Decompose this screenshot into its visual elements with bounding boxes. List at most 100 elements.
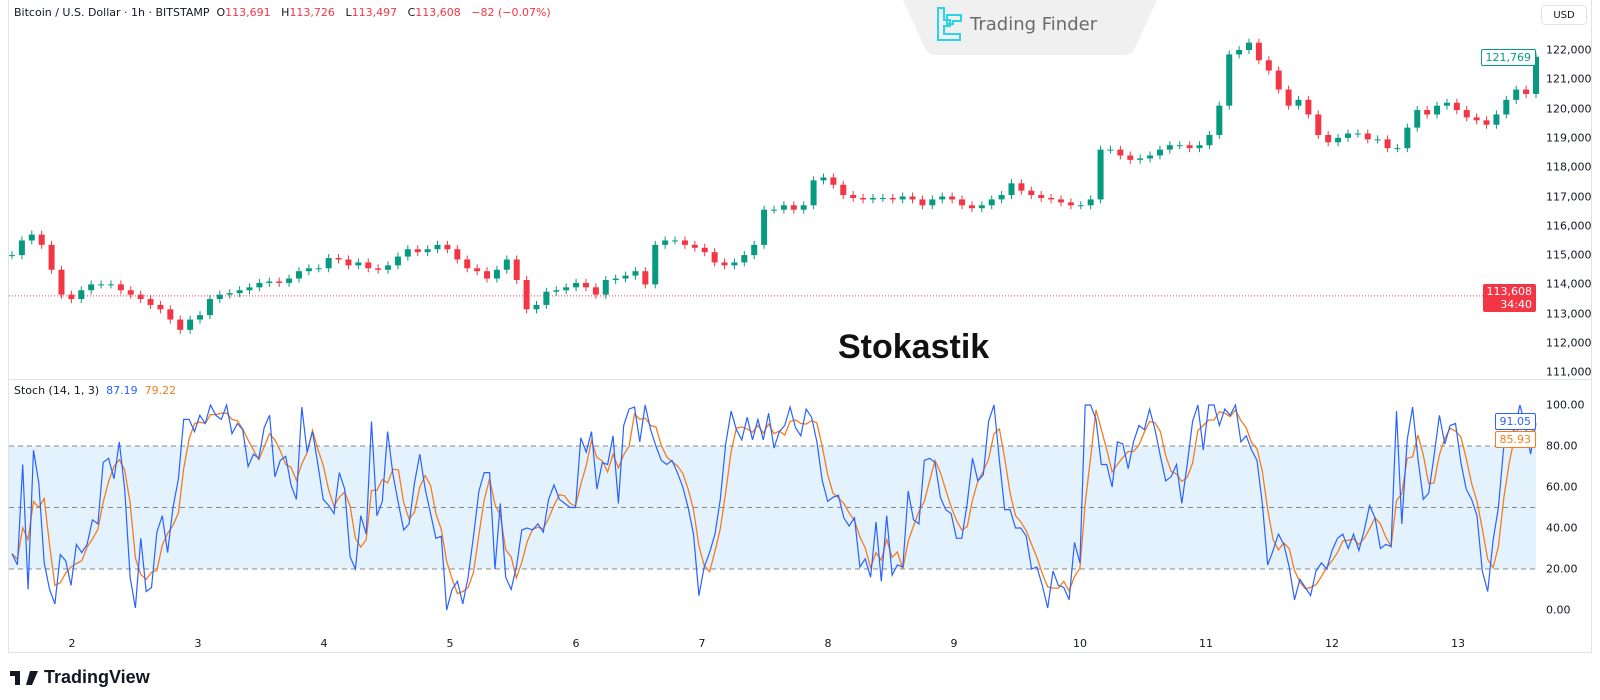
candle-body (573, 282, 580, 288)
candle-body (325, 258, 332, 269)
candle-body (523, 280, 530, 310)
candle-body (662, 240, 669, 245)
time-axis-label: 13 (1451, 637, 1465, 650)
candle-body (394, 256, 401, 266)
candle-body (1246, 42, 1253, 50)
stoch-axis-label: 0.00 (1546, 603, 1571, 617)
candle-body (474, 268, 481, 272)
candle-body (1344, 133, 1351, 138)
stoch-axis-label: 80.00 (1546, 439, 1578, 453)
time-axis-label: 2 (68, 637, 76, 650)
candle-body (1107, 149, 1114, 151)
candle-body (1453, 102, 1460, 111)
candle-body (88, 284, 95, 291)
watermark-text: Trading Finder (970, 14, 1098, 35)
stoch-axis-label: 60.00 (1546, 480, 1578, 494)
candle-body (1186, 145, 1193, 149)
price-axis-label: 119,000 (1546, 131, 1592, 145)
candle-body (850, 195, 857, 198)
candle-body (731, 262, 738, 266)
price-axis-label: 120,000 (1546, 102, 1592, 116)
candle-body (1513, 89, 1520, 100)
candle-body (978, 205, 985, 209)
current-price-label: 113,608 34:40 (1482, 284, 1536, 312)
change-value: −82 (−0.07%) (471, 6, 551, 19)
candle-body (1364, 133, 1371, 140)
candle-body (1354, 133, 1361, 135)
candle-body (68, 294, 75, 300)
candle-body (830, 177, 837, 185)
candle-body (1206, 134, 1213, 146)
candle-body (1384, 139, 1391, 149)
candle-body (869, 197, 876, 200)
candle-body (790, 205, 797, 210)
candle-body (988, 199, 995, 206)
candle-body (236, 290, 243, 294)
candle-body (424, 249, 431, 253)
candle-body (1137, 158, 1144, 160)
open-label: O (216, 6, 226, 19)
tradingview-wordmark: TradingView (44, 667, 150, 687)
time-axis-label: 4 (320, 637, 328, 650)
stoch-k-last-label: 91.05 (1494, 413, 1536, 430)
candle-body (1325, 134, 1332, 143)
current-price-value: 113,608 (1486, 285, 1533, 298)
price-axis-label: 114,000 (1546, 277, 1592, 291)
candle-body (533, 304, 540, 310)
stoch-axis-label: 40.00 (1546, 521, 1578, 535)
candle-body (305, 268, 312, 272)
price-axis-label: 113,000 (1546, 307, 1592, 321)
candle-body (345, 259, 352, 266)
pane-separator[interactable] (8, 379, 1592, 380)
candle-body (1067, 202, 1074, 206)
close-label: C (407, 6, 416, 19)
candle-body (1028, 190, 1035, 196)
candle-body (582, 282, 589, 288)
candle-body (1394, 148, 1401, 150)
candle-body (998, 195, 1005, 200)
candle-body (1275, 70, 1282, 90)
candle-body (959, 199, 966, 206)
candle-body (98, 284, 105, 286)
candle-body (18, 240, 25, 256)
candle-body (741, 255, 748, 263)
stoch-legend: Stoch (14, 1, 3) 87.19 79.22 (14, 384, 176, 397)
candle-body (771, 209, 777, 211)
candle-body (1156, 149, 1163, 156)
candle-body (879, 197, 886, 199)
stoch-k-line (11, 402, 1537, 611)
candle-body (444, 244, 451, 250)
candle-body (1147, 155, 1154, 159)
candle-body (1196, 145, 1203, 149)
candle-body (107, 284, 114, 286)
low-value: 113,497 (351, 6, 398, 19)
candle-body (1255, 42, 1262, 61)
stoch-title[interactable]: Stoch (14, 1, 3) (14, 384, 100, 397)
candle-body (1285, 89, 1292, 106)
candle-body (751, 244, 758, 256)
candle-body (602, 280, 609, 295)
time-axis-label: 6 (572, 637, 580, 650)
currency-button[interactable]: USD (1541, 5, 1587, 25)
candle-body (38, 234, 45, 245)
candle-body (1493, 114, 1500, 125)
candle-body (404, 249, 411, 257)
candle-body (642, 271, 649, 285)
candle-body (553, 290, 560, 292)
chart-frame (8, 0, 1592, 653)
candle-body (1424, 110, 1431, 115)
candle-body (414, 249, 421, 253)
symbol-title[interactable]: Bitcoin / U.S. Dollar · 1h · BITSTAMP (14, 6, 210, 19)
symbol-legend: Bitcoin / U.S. Dollar · 1h · BITSTAMP O 1… (14, 6, 558, 19)
candle-body (147, 299, 154, 305)
time-axis-label: 8 (824, 637, 832, 650)
candle-body (1236, 50, 1243, 55)
last-high-price-label: 121,769 (1480, 49, 1536, 66)
candle-body (711, 252, 718, 263)
candle-body (840, 184, 847, 196)
price-axis-label: 118,000 (1546, 160, 1592, 174)
candle-body (968, 205, 975, 209)
candle-body (1443, 102, 1450, 106)
price-axis-label: 115,000 (1546, 248, 1592, 262)
